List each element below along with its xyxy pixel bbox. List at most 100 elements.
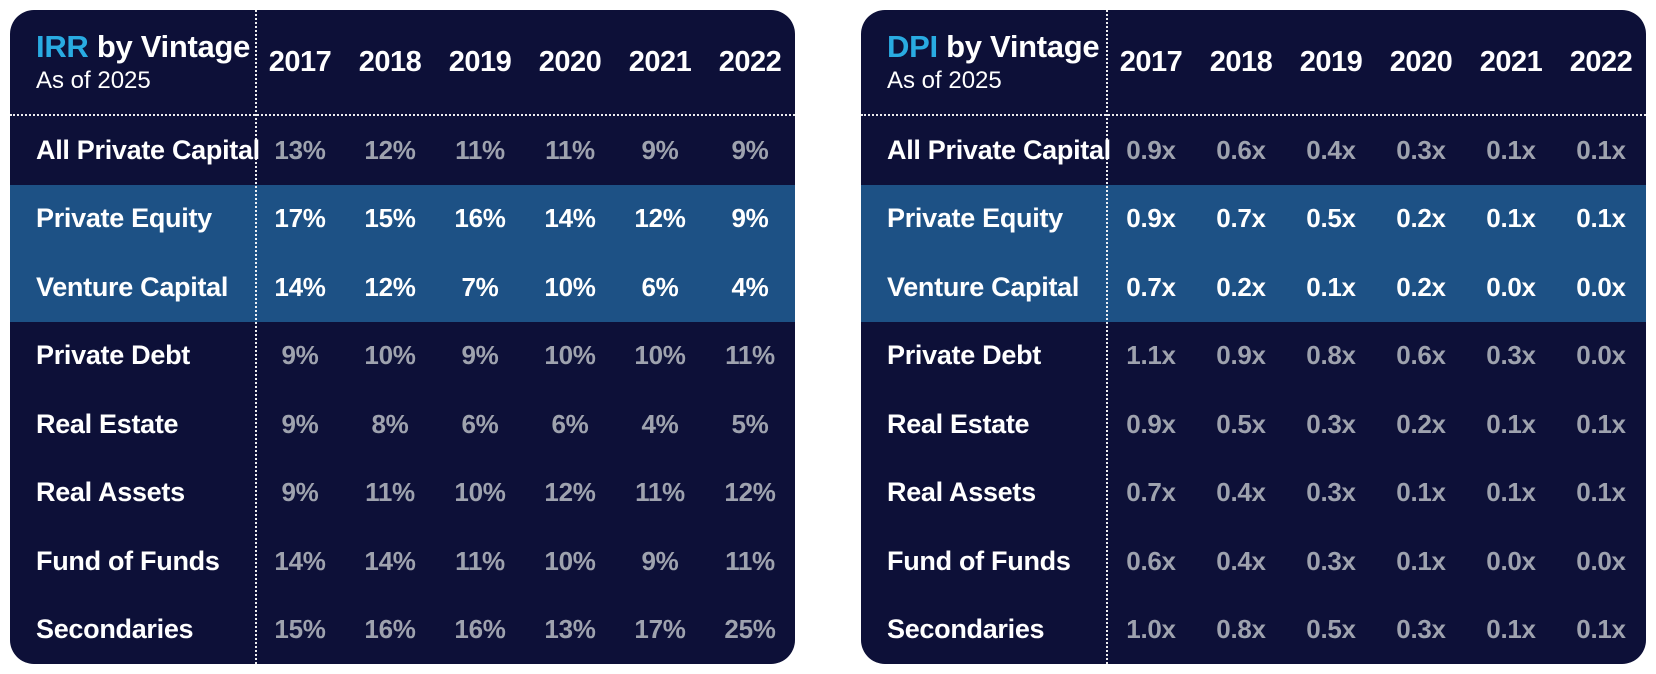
value-cell: 12% bbox=[544, 477, 596, 508]
value-cell: 10% bbox=[364, 340, 416, 371]
value-cell: 0.5x bbox=[1306, 203, 1356, 234]
value-cell: 0.6x bbox=[1396, 340, 1446, 371]
row-label: All Private Capital bbox=[36, 134, 260, 165]
value-cell: 11% bbox=[635, 477, 685, 508]
value-cell: 11% bbox=[365, 477, 415, 508]
value-cell: 1.1x bbox=[1126, 340, 1176, 371]
table-row: Private Debt 1.1x 0.9x 0.8x 0.6x 0.3x 0.0x bbox=[861, 322, 1646, 391]
value-cell: 6% bbox=[641, 271, 679, 302]
row-label: Real Assets bbox=[36, 477, 185, 508]
table-row: Real Assets 0.7x 0.4x 0.3x 0.1x 0.1x 0.1x bbox=[861, 459, 1646, 528]
value-cell: 0.2x bbox=[1216, 271, 1266, 302]
table-row: Venture Capital 0.7x 0.2x 0.1x 0.2x 0.0x 0.0x bbox=[861, 253, 1646, 322]
column-header-2021: 2021 bbox=[628, 45, 692, 78]
row-label: Secondaries bbox=[36, 614, 194, 645]
table-row: Private Equity 17% 15% 16% 14% 12% 9% bbox=[10, 184, 795, 253]
row-label: Private Debt bbox=[887, 340, 1041, 371]
value-cell: 0.4x bbox=[1306, 134, 1356, 165]
value-cell: 4% bbox=[641, 408, 679, 439]
value-cell: 0.6x bbox=[1216, 134, 1266, 165]
value-cell: 9% bbox=[641, 134, 679, 165]
table-row: Secondaries 1.0x 0.8x 0.5x 0.3x 0.1x 0.1x bbox=[861, 596, 1646, 665]
value-cell: 0.4x bbox=[1216, 545, 1266, 576]
value-cell: 17% bbox=[274, 203, 326, 234]
value-cell: 0.1x bbox=[1576, 203, 1626, 234]
dpi-by-vintage-table: DPI by Vintage As of 2025 2017 2018 2019 20… bbox=[861, 10, 1646, 664]
value-cell: 0.0x bbox=[1576, 340, 1626, 371]
value-cell: 10% bbox=[544, 271, 596, 302]
column-header-2019: 2019 bbox=[448, 45, 512, 78]
value-cell: 16% bbox=[364, 614, 416, 645]
value-cell: 0.2x bbox=[1396, 271, 1446, 302]
value-cell: 9% bbox=[731, 134, 769, 165]
value-cell: 0.1x bbox=[1486, 134, 1536, 165]
value-cell: 0.1x bbox=[1576, 408, 1626, 439]
value-cell: 11% bbox=[725, 340, 775, 371]
table-row: Private Equity 0.9x 0.7x 0.5x 0.2x 0.1x 0.1x bbox=[861, 184, 1646, 253]
value-cell: 0.2x bbox=[1396, 408, 1446, 439]
value-cell: 13% bbox=[274, 134, 326, 165]
table-row: Fund of Funds 14% 14% 11% 10% 9% 11% bbox=[10, 527, 795, 596]
column-header-2019: 2019 bbox=[1299, 45, 1363, 78]
column-header-2018: 2018 bbox=[1209, 45, 1273, 78]
value-cell: 0.1x bbox=[1486, 477, 1536, 508]
title-rest: by Vintage bbox=[96, 29, 251, 65]
value-cell: 15% bbox=[274, 614, 326, 645]
value-cell: 0.3x bbox=[1396, 134, 1446, 165]
value-cell: 9% bbox=[641, 545, 679, 576]
value-cell: 0.7x bbox=[1216, 203, 1266, 234]
row-label: All Private Capital bbox=[887, 134, 1111, 165]
value-cell: 8% bbox=[371, 408, 409, 439]
dpi-table-header: DPI by Vintage As of 2025 2017 2018 2019 20… bbox=[861, 10, 1646, 116]
column-header-2021: 2021 bbox=[1479, 45, 1543, 78]
table-row: Private Debt 9% 10% 9% 10% 10% 11% bbox=[10, 322, 795, 391]
dpi-title-cell: DPI by Vintage As of 2025 bbox=[861, 29, 1106, 95]
value-cell: 0.0x bbox=[1486, 545, 1536, 576]
value-cell: 0.1x bbox=[1486, 614, 1536, 645]
value-cell: 11% bbox=[455, 545, 505, 576]
value-cell: 15% bbox=[364, 203, 416, 234]
table-row: All Private Capital 0.9x 0.6x 0.4x 0.3x 0.1x 0… bbox=[861, 116, 1646, 185]
row-label: Real Estate bbox=[36, 408, 179, 439]
value-cell: 11% bbox=[455, 134, 505, 165]
value-cell: 0.7x bbox=[1126, 477, 1176, 508]
value-cell: 0.0x bbox=[1576, 271, 1626, 302]
row-label: Fund of Funds bbox=[36, 545, 220, 576]
row-label: Venture Capital bbox=[36, 271, 229, 302]
table-row: All Private Capital 13% 12% 11% 11% 9% 9% bbox=[10, 116, 795, 185]
value-cell: 9% bbox=[281, 340, 319, 371]
dpi-table-rows: All Private Capital 0.9x 0.6x 0.4x 0.3x 0.1x 0… bbox=[861, 116, 1646, 664]
value-cell: 0.9x bbox=[1216, 340, 1266, 371]
value-cell: 7% bbox=[461, 271, 499, 302]
value-cell: 10% bbox=[454, 477, 506, 508]
value-cell: 0.5x bbox=[1306, 614, 1356, 645]
table-subtitle: As of 2025 bbox=[887, 66, 1002, 94]
value-cell: 16% bbox=[454, 203, 506, 234]
irr-by-vintage-table: IRR by Vintage As of 2025 2017 2018 2019 20… bbox=[10, 10, 795, 664]
row-label: Real Assets bbox=[887, 477, 1036, 508]
column-header-2022: 2022 bbox=[718, 45, 782, 78]
table-row: Real Assets 9% 11% 10% 12% 11% 12% bbox=[10, 459, 795, 528]
title-accent: IRR bbox=[36, 29, 89, 65]
value-cell: 0.1x bbox=[1396, 545, 1446, 576]
value-cell: 14% bbox=[544, 203, 596, 234]
value-cell: 13% bbox=[544, 614, 596, 645]
value-cell: 0.3x bbox=[1396, 614, 1446, 645]
row-label: Venture Capital bbox=[887, 271, 1080, 302]
column-header-2022: 2022 bbox=[1569, 45, 1633, 78]
value-cell: 12% bbox=[364, 271, 416, 302]
value-cell: 0.0x bbox=[1576, 545, 1626, 576]
value-cell: 11% bbox=[725, 545, 775, 576]
value-cell: 12% bbox=[364, 134, 416, 165]
value-cell: 14% bbox=[274, 545, 326, 576]
table-row: Secondaries 15% 16% 16% 13% 17% 25% bbox=[10, 596, 795, 665]
row-label: Real Estate bbox=[887, 408, 1030, 439]
value-cell: 0.3x bbox=[1306, 545, 1356, 576]
value-cell: 11% bbox=[545, 134, 595, 165]
column-header-2017: 2017 bbox=[1119, 45, 1183, 78]
value-cell: 0.8x bbox=[1216, 614, 1266, 645]
value-cell: 0.8x bbox=[1306, 340, 1356, 371]
value-cell: 0.1x bbox=[1576, 614, 1626, 645]
value-cell: 0.9x bbox=[1126, 203, 1176, 234]
title-rest: by Vintage bbox=[946, 29, 1100, 65]
